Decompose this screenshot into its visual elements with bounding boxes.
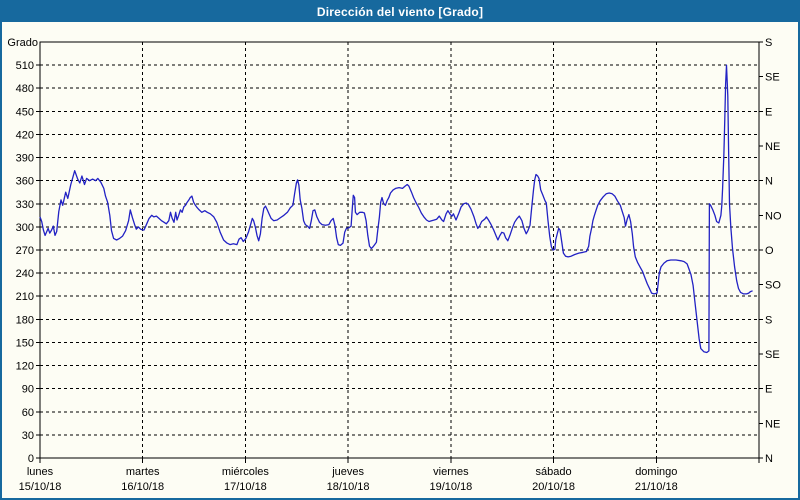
y-left-tick-label: 450 bbox=[16, 106, 34, 118]
y-left-tick-label: 360 bbox=[16, 176, 34, 188]
x-day-name: jueves bbox=[331, 466, 364, 478]
y-right-tick-label: SO bbox=[765, 280, 781, 292]
x-day-date: 16/10/18 bbox=[121, 481, 164, 493]
x-day-date: 17/10/18 bbox=[224, 481, 267, 493]
x-day-name: martes bbox=[126, 466, 160, 478]
y-right-tick-label: S bbox=[765, 37, 772, 49]
title-bar: Dirección del viento [Grado] bbox=[2, 2, 798, 22]
x-day-date: 19/10/18 bbox=[429, 481, 472, 493]
x-day-name: sábado bbox=[536, 466, 572, 478]
y-right-tick-label: O bbox=[765, 245, 774, 257]
chart-title: Dirección del viento [Grado] bbox=[316, 5, 484, 19]
x-day-date: 20/10/18 bbox=[532, 481, 575, 493]
y-left-tick-label: 390 bbox=[16, 153, 34, 165]
y-left-tick-label: 30 bbox=[22, 430, 34, 442]
y-right-tick-label: N bbox=[765, 453, 773, 465]
y-right-tick-label: NE bbox=[765, 418, 780, 430]
y-left-tick-label: 480 bbox=[16, 83, 34, 95]
y-left-tick-label: 330 bbox=[16, 199, 34, 211]
y-right-tick-label: NO bbox=[765, 210, 782, 222]
y-right-tick-label: SE bbox=[765, 72, 780, 84]
y-left-tick-label: 60 bbox=[22, 407, 34, 419]
y-right-tick-label: N bbox=[765, 176, 773, 188]
y-left-tick-label: 240 bbox=[16, 268, 34, 280]
y-right-tick-label: NE bbox=[765, 141, 780, 153]
y-right-tick-label: SE bbox=[765, 349, 780, 361]
y-left-tick-label: 300 bbox=[16, 222, 34, 234]
x-day-name: lunes bbox=[27, 466, 54, 478]
y-left-tick-label: 0 bbox=[28, 453, 34, 465]
y-left-tick-label: 270 bbox=[16, 245, 34, 257]
x-day-date: 21/10/18 bbox=[635, 481, 678, 493]
y-right-tick-label: E bbox=[765, 106, 772, 118]
y-left-tick-label: 120 bbox=[16, 361, 34, 373]
x-day-date: 15/10/18 bbox=[19, 481, 62, 493]
x-day-name: miércoles bbox=[222, 466, 270, 478]
y-left-tick-label: 150 bbox=[16, 337, 34, 349]
y-right-tick-label: S bbox=[765, 314, 772, 326]
wind-direction-chart: 0 30 60 90 120 150 180 210 240 270 300 330 360 390 420… bbox=[7, 37, 782, 493]
x-day-name: domingo bbox=[635, 466, 677, 478]
y-left-tick-label: 510 bbox=[16, 60, 34, 72]
y-right-tick-label: E bbox=[765, 384, 772, 396]
y-left-tick-label: 210 bbox=[16, 291, 34, 303]
wind-direction-line bbox=[39, 64, 753, 354]
y-left-tick-label: 180 bbox=[16, 314, 34, 326]
x-day-name: viernes bbox=[433, 466, 469, 478]
x-day-date: 18/10/18 bbox=[327, 481, 370, 493]
y-left-tick-label: 90 bbox=[22, 384, 34, 396]
y-left-axis-title: Grado bbox=[7, 37, 38, 49]
y-left-tick-label: 420 bbox=[16, 129, 34, 141]
